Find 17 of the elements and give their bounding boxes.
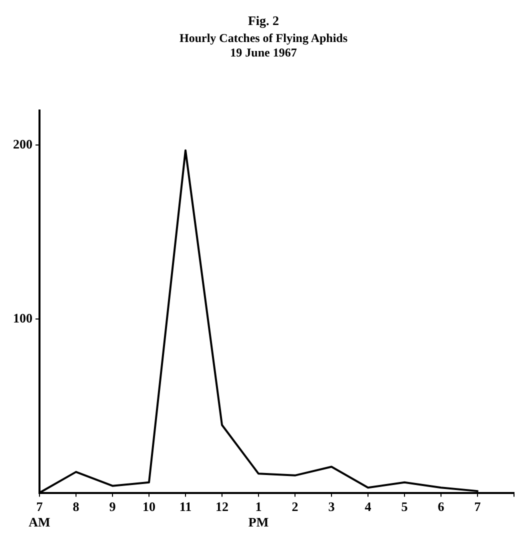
x-tick-label: 8	[72, 498, 80, 514]
x-tick-label: 7	[474, 498, 482, 514]
x-tick-label: 6	[438, 498, 445, 514]
x-tick-label: 5	[401, 498, 408, 514]
chart-title: Fig. 2	[248, 13, 280, 28]
x-tick-label: 3	[328, 498, 336, 514]
y-tick-label: 200	[13, 136, 32, 152]
chart-subtitle: Hourly Catches of Flying Aphids 19 June 1967	[179, 30, 348, 60]
x-tick-label: 7 AM	[28, 498, 50, 530]
x-tick-label: 9	[109, 498, 116, 514]
x-tick-label: 11	[179, 498, 192, 514]
x-tick-label: 12	[216, 498, 228, 514]
x-tick-label: 4	[364, 498, 372, 514]
x-tick-label: 1 PM	[248, 498, 269, 530]
x-tick-label: 10	[142, 498, 156, 514]
x-tick-label: 2	[292, 498, 298, 514]
y-tick-label: 100	[13, 310, 32, 326]
